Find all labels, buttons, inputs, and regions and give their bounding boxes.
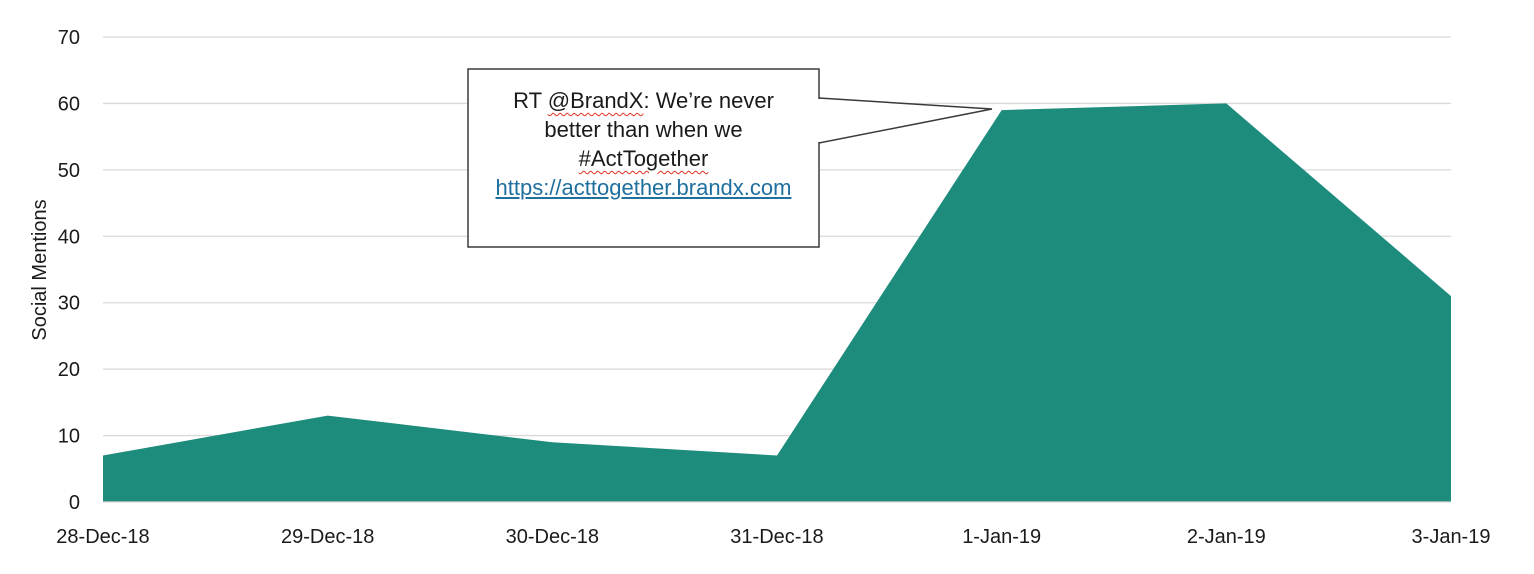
- x-tick-label: 31-Dec-18: [730, 526, 823, 548]
- area-series: [102, 103, 1452, 503]
- callout-line-2: better than when we: [544, 117, 743, 142]
- y-tick-label: 70: [58, 27, 80, 49]
- callout-line-1: RT @BrandX: We’re never: [482, 86, 805, 115]
- callout-frame: [467, 68, 820, 248]
- y-tick-label: 50: [58, 160, 80, 182]
- callout-hashtag-line: #ActTogether: [482, 144, 805, 173]
- y-axis-title: Social Mentions: [29, 199, 51, 340]
- y-tick-label: 0: [69, 492, 80, 514]
- y-tick-labels: 0 10 20 30 40 50 60 70: [58, 27, 80, 514]
- x-tick-label: 3-Jan-19: [1412, 526, 1491, 548]
- callout-link[interactable]: https://acttogether.brandx.com: [495, 175, 792, 200]
- callout-hashtag: #ActTogether: [578, 146, 709, 171]
- callout-handle: @BrandX: [547, 88, 644, 113]
- y-tick-label: 30: [58, 293, 80, 315]
- x-tick-label: 29-Dec-18: [281, 526, 374, 548]
- annotation-callout: RT @BrandX: We’re never better than when…: [468, 69, 819, 247]
- area-fill: [103, 103, 1451, 503]
- y-tick-label: 20: [58, 359, 80, 381]
- x-tick-label: 1-Jan-19: [962, 526, 1041, 548]
- y-tick-label: 10: [58, 426, 80, 448]
- callout-pointer: [818, 97, 993, 144]
- y-tick-label: 40: [58, 226, 80, 248]
- x-tick-label: 28-Dec-18: [56, 526, 149, 548]
- callout-line-1-rest: : We’re never: [643, 88, 774, 113]
- x-tick-label: 30-Dec-18: [506, 526, 599, 548]
- callout-prefix: RT: [513, 88, 548, 113]
- y-tick-label: 60: [58, 93, 80, 115]
- x-tick-label: 2-Jan-19: [1187, 526, 1266, 548]
- x-tick-labels: 28-Dec-18 29-Dec-18 30-Dec-18 31-Dec-18 1-Ja…: [56, 526, 1490, 548]
